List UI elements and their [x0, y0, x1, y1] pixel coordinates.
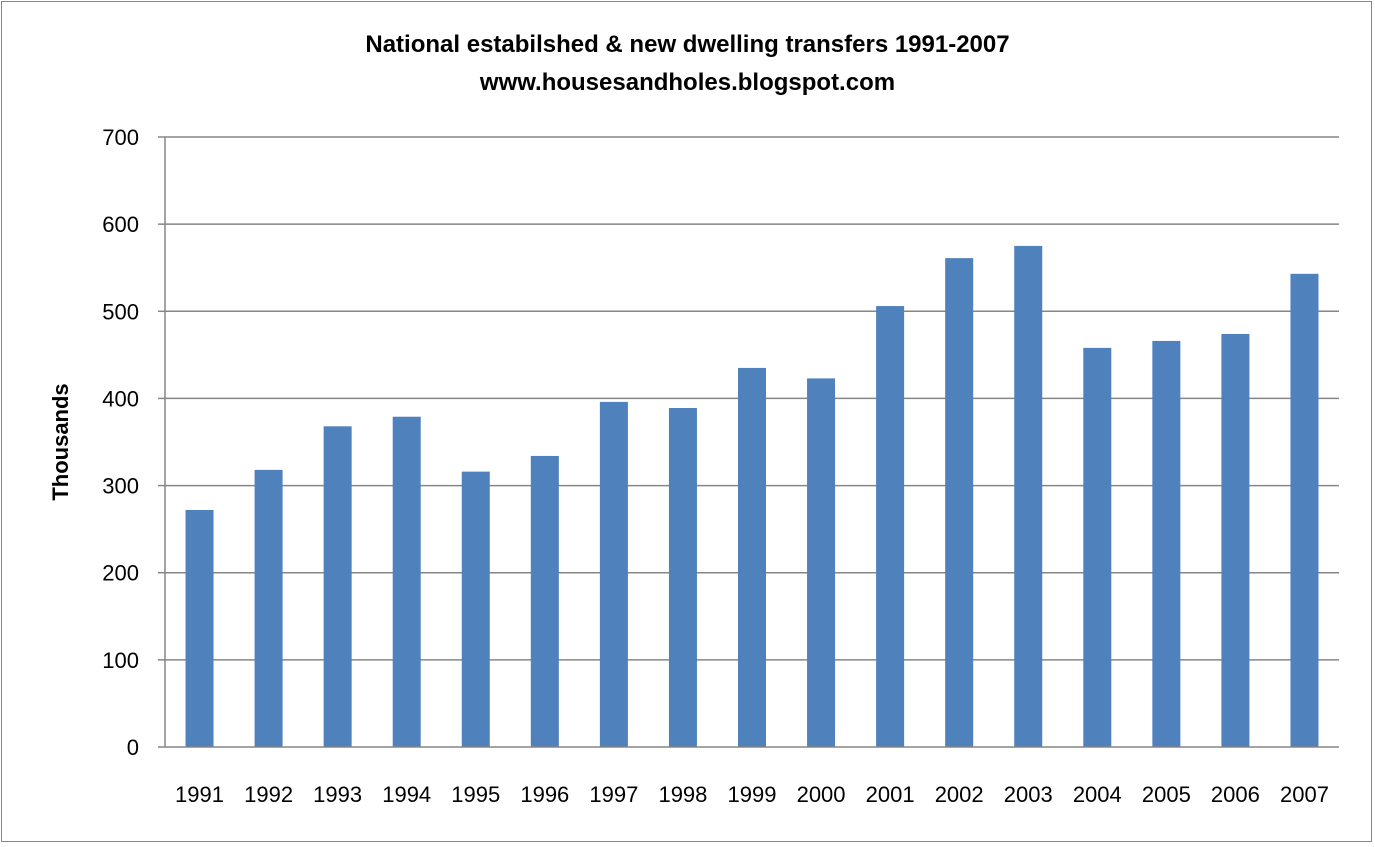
axes: [164, 137, 1339, 748]
bar-2007: [1290, 273, 1319, 747]
chart-title: National estabilshed & new dwelling tran…: [365, 31, 1010, 58]
bar-1995: [461, 471, 490, 747]
y-tick-label: 100: [102, 648, 139, 673]
bar-2006: [1221, 333, 1250, 747]
y-tick-label: 700: [102, 125, 139, 150]
x-tick-label: 1997: [589, 782, 638, 807]
x-tick-label: 1998: [658, 782, 707, 807]
bar-1996: [530, 455, 559, 747]
x-tick-label: 1993: [313, 782, 362, 807]
bar-1998: [668, 408, 697, 747]
y-tick-label: 500: [102, 299, 139, 324]
y-tick-label: 300: [102, 474, 139, 499]
bar-1994: [392, 416, 421, 747]
bar-2002: [945, 258, 974, 747]
x-tick-label: 2005: [1142, 782, 1191, 807]
x-tick-label: 2007: [1280, 782, 1329, 807]
x-tick-label: 2003: [1004, 782, 1053, 807]
y-axis-title: Thousands: [48, 383, 73, 500]
y-tick-label: 400: [102, 386, 139, 411]
chart-subtitle: www.housesandholes.blogspot.com: [479, 69, 896, 96]
y-tick-label: 200: [102, 561, 139, 586]
x-tick-label: 2000: [797, 782, 846, 807]
x-tick-label: 1996: [520, 782, 569, 807]
x-tick-label: 1999: [728, 782, 777, 807]
bar-1997: [599, 401, 628, 747]
bar-2004: [1083, 347, 1112, 747]
x-tick-label: 2001: [866, 782, 915, 807]
x-tick-label: 1992: [244, 782, 293, 807]
x-tick-label: 2002: [935, 782, 984, 807]
bar-1992: [254, 469, 283, 747]
bar-2005: [1152, 340, 1181, 747]
y-axis-tick-labels: 0 100 200 300 400 500 600 700: [102, 125, 139, 760]
x-axis-tick-labels: 1991 1992 1993 1994 1995 1996 1997 1998 1999 2000…: [175, 782, 1329, 807]
bar-2003: [1014, 245, 1043, 747]
x-tick-label: 2004: [1073, 782, 1122, 807]
x-tick-label: 1994: [382, 782, 431, 807]
x-tick-label: 2006: [1211, 782, 1260, 807]
bar-1991: [185, 509, 214, 747]
bar-1993: [323, 426, 352, 747]
y-tick-label: 600: [102, 212, 139, 237]
y-tick-label: 0: [127, 735, 139, 760]
x-tick-label: 1995: [451, 782, 500, 807]
bar-series: [185, 245, 1319, 747]
x-tick-label: 1991: [175, 782, 224, 807]
bar-2000: [807, 378, 836, 747]
bar-2001: [876, 306, 905, 747]
bar-1999: [738, 367, 766, 747]
